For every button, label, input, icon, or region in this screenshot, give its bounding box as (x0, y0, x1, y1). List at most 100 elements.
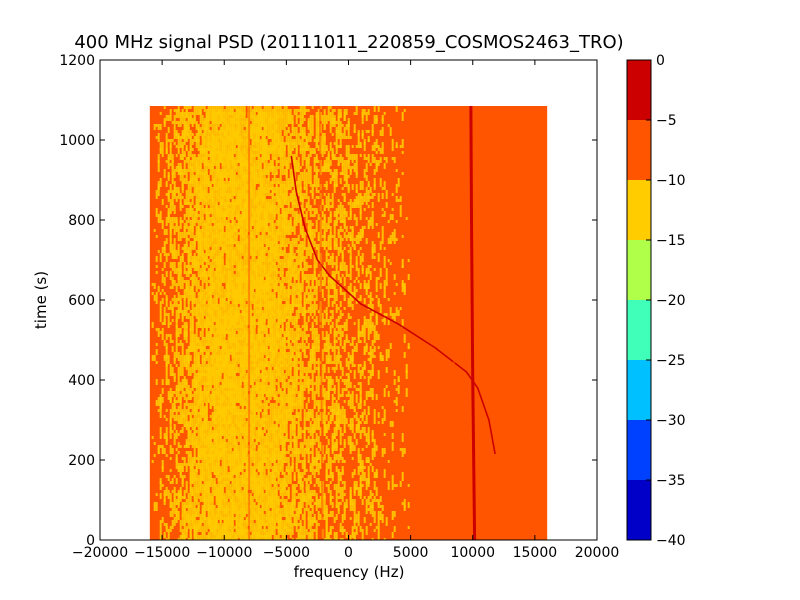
heatmap-cell (221, 205, 224, 208)
heatmap-cell (155, 361, 158, 364)
heatmap-cell (245, 205, 248, 208)
heatmap-cell (257, 298, 260, 301)
heatmap-cell (207, 358, 210, 361)
heatmap-cell (207, 163, 210, 166)
heatmap-cell (245, 535, 248, 540)
heatmap-cell (209, 136, 212, 139)
heatmap-cell (215, 331, 218, 334)
heatmap-cell (231, 268, 234, 271)
heatmap-cell (195, 400, 198, 409)
heatmap-cell (185, 316, 188, 319)
heatmap-cell (259, 403, 262, 406)
heatmap-cell (209, 199, 212, 202)
heatmap-cell (205, 199, 208, 202)
heatmap-cell (251, 478, 254, 481)
heatmap-cell (165, 193, 168, 196)
heatmap-cell (187, 268, 190, 271)
heatmap-cell (203, 442, 206, 445)
heatmap-cell (205, 394, 208, 400)
heatmap-cell (239, 145, 242, 148)
heatmap-cell (203, 337, 206, 340)
heatmap-cell (191, 325, 194, 331)
heatmap-cell (217, 379, 220, 382)
heatmap-cell (211, 340, 214, 349)
heatmap-cell (253, 526, 256, 529)
heatmap-cell (173, 475, 176, 478)
heatmap-cell (241, 388, 244, 391)
heatmap-cell (231, 523, 234, 526)
heatmap-cell (159, 211, 162, 214)
heatmap-cell (209, 397, 212, 400)
heatmap-cell (255, 352, 258, 361)
heatmap-cell (199, 373, 202, 376)
heatmap-cell (193, 292, 196, 295)
heatmap-cell (251, 130, 254, 139)
heatmap-cell (233, 163, 236, 166)
heatmap-cell (193, 514, 196, 520)
heatmap-cell (169, 481, 172, 484)
heatmap-cell (245, 403, 248, 412)
heatmap-cell (177, 226, 180, 232)
heatmap-cell (183, 445, 186, 448)
heatmap-cell (221, 385, 224, 391)
heatmap-cell (199, 382, 202, 385)
heatmap-cell (221, 160, 224, 163)
heatmap-cell (203, 307, 206, 310)
heatmap-cell (189, 454, 192, 460)
heatmap-cell (229, 292, 232, 298)
heatmap-cell (223, 196, 226, 199)
heatmap-cell (213, 421, 216, 424)
heatmap-cell (179, 112, 182, 118)
heatmap-cell (181, 256, 184, 262)
heatmap-cell (163, 493, 166, 502)
heatmap-cell (245, 520, 248, 523)
heatmap-cell (165, 205, 168, 208)
heatmap-cell (169, 154, 172, 160)
heatmap-cell (239, 253, 242, 256)
heatmap-cell (193, 463, 196, 466)
heatmap-cell (257, 343, 260, 349)
heatmap-cell (259, 373, 262, 376)
heatmap-cell (239, 448, 242, 454)
heatmap-cell (235, 208, 238, 211)
heatmap-cell (185, 310, 188, 316)
heatmap-cell (155, 502, 158, 511)
heatmap-cell (213, 262, 216, 265)
heatmap-cell (213, 445, 216, 448)
heatmap-cell (217, 391, 220, 394)
heatmap-cell (185, 202, 188, 205)
heatmap-cell (225, 259, 228, 262)
heatmap-cell (231, 385, 234, 388)
heatmap-cell (209, 457, 212, 466)
heatmap-cell (205, 490, 208, 493)
heatmap-cell (151, 460, 154, 463)
heatmap-cell (261, 304, 264, 307)
heatmap-cell (209, 385, 212, 388)
heatmap-cell (175, 460, 178, 469)
heatmap-cell (199, 400, 202, 403)
heatmap-cell (191, 523, 194, 529)
heatmap-cell (233, 274, 236, 280)
heatmap-cell (219, 211, 222, 214)
heatmap-cell (225, 346, 228, 349)
heatmap-cell (173, 376, 176, 382)
heatmap-cell (213, 271, 216, 274)
heatmap-cell (189, 319, 192, 325)
heatmap-cell (249, 427, 252, 430)
heatmap-cell (177, 397, 180, 403)
heatmap-cell (189, 517, 192, 523)
heatmap-cell (183, 280, 186, 283)
heatmap-cell (177, 253, 180, 256)
heatmap-cell (209, 193, 212, 196)
heatmap-cell (203, 397, 206, 400)
heatmap-cell (219, 304, 222, 307)
heatmap-cell (203, 388, 206, 394)
heatmap-cell (205, 175, 208, 184)
heatmap-cell (193, 508, 196, 511)
heatmap-cell (203, 277, 206, 283)
heatmap-cell (189, 328, 192, 337)
heatmap-cell (159, 316, 162, 322)
heatmap-cell (237, 298, 240, 301)
heatmap-cell (221, 238, 224, 241)
heatmap-cell (173, 265, 176, 274)
